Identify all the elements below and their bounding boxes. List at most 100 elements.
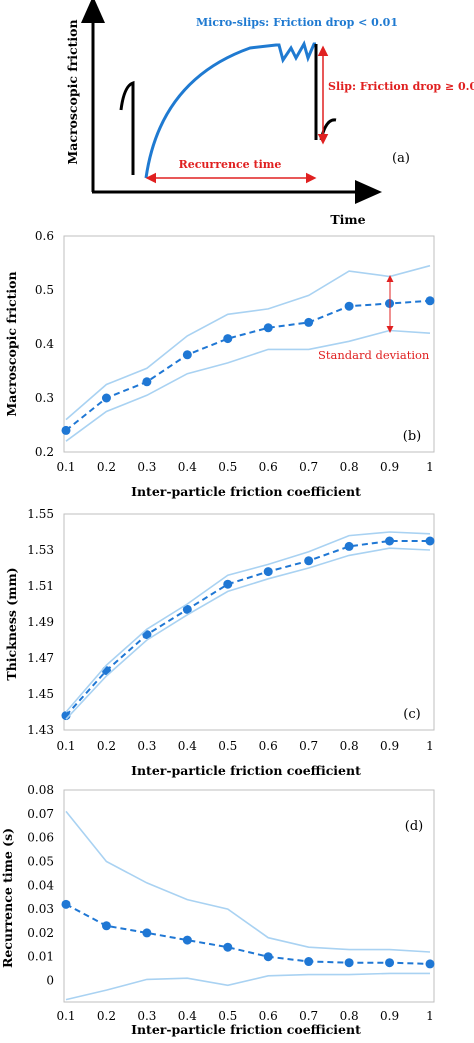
upper-std-line [65, 810, 431, 953]
panel-d-label: (d) [405, 819, 423, 834]
panel-c: 1.431.451.471.491.511.531.55 0.1 0.2 0.3 0.… [4, 507, 435, 778]
panel-b-yticks: 0.2 0.3 0.4 0.5 0.6 [35, 229, 54, 459]
panel-b: 0.20.30.40.50.6 0.1 0.2 0.3 0.4 0.5 0.6 0.7 0.8… [4, 229, 435, 499]
y-tick-label: 0.07 [27, 807, 54, 821]
mean-point [101, 921, 111, 931]
mean-line [65, 903, 431, 965]
mean-point [304, 317, 314, 327]
x-tick-label: 0.8 [340, 739, 359, 753]
panel-b-std-label: Standard deviation [318, 348, 430, 362]
mean-point [61, 899, 71, 909]
x-tick-label: 0.7 [299, 1009, 318, 1023]
x-tick-label: 1 [426, 460, 434, 474]
mean-point [142, 928, 152, 938]
panel-a: Macroscopic friction Time Micro-slips: F… [65, 0, 474, 227]
y-tick-label: 0.04 [27, 878, 54, 892]
x-tick-label: 0.7 [299, 739, 318, 753]
y-tick-label: 0 [46, 974, 54, 988]
panel-a-loading-curve [144, 40, 316, 179]
mean-point [182, 604, 192, 614]
x-tick-label: 0.6 [259, 460, 278, 474]
lower-std-line [65, 972, 430, 1001]
y-tick-label: 0.01 [27, 950, 54, 964]
panel-b-plot [61, 264, 435, 442]
mean-point [304, 556, 314, 566]
x-tick-label: 0.6 [259, 1009, 278, 1023]
panel-c-label: (c) [403, 707, 420, 722]
panel-d: 0 0.01 0.02 0.03 0.04 0.05 0.06 0.07 0.08 0.1 0.2… [0, 783, 435, 1037]
panel-a-label: (a) [392, 151, 410, 166]
lower-std-line [65, 547, 431, 720]
x-tick-label: 0.3 [137, 460, 156, 474]
mean-point [61, 425, 71, 435]
mean-point [344, 541, 354, 551]
x-tick-label: 0.3 [137, 739, 156, 753]
mean-point [223, 579, 233, 589]
x-tick-label: 0.2 [97, 739, 116, 753]
panel-d-frame [63, 789, 435, 1003]
y-tick-label: 0.5 [35, 283, 54, 297]
x-tick-label: 1 [426, 739, 434, 753]
panel-b-frame [63, 235, 435, 453]
mean-line [65, 299, 431, 432]
mean-point [142, 377, 152, 387]
y-tick-label: 1.55 [27, 507, 54, 521]
mean-point [182, 350, 192, 360]
mean-point [223, 334, 233, 344]
mean-point [344, 958, 354, 968]
y-tick-label: 0.02 [27, 926, 54, 940]
panel-c-xticks: 0.1 0.2 0.3 0.4 0.5 0.6 0.7 0.8 0.9 1 [56, 739, 433, 753]
x-tick-label: 0.9 [380, 739, 399, 753]
mean-point [263, 567, 273, 577]
panel-c-xlabel: Inter-particle friction coefficient [131, 763, 361, 778]
y-tick-label: 0.4 [35, 337, 54, 351]
panel-b-ylabel: Macroscopic friction [4, 271, 19, 416]
mean-point [425, 959, 435, 969]
mean-point [182, 935, 192, 945]
mean-point [425, 536, 435, 546]
panel-c-plot [61, 531, 435, 721]
x-tick-label: 0.1 [56, 739, 75, 753]
x-tick-label: 1 [426, 1009, 434, 1023]
panel-d-yticks: 0 0.01 0.02 0.03 0.04 0.05 0.06 0.07 0.08 [27, 783, 54, 988]
y-tick-label: 0.2 [35, 445, 54, 459]
panel-d-plot [61, 810, 435, 1001]
y-tick-label: 1.45 [27, 687, 54, 701]
y-tick-label: 1.51 [27, 579, 54, 593]
x-tick-label: 0.8 [340, 460, 359, 474]
mean-point [263, 952, 273, 962]
x-tick-label: 0.9 [380, 460, 399, 474]
panel-a-prev-cycle [119, 80, 135, 175]
x-tick-label: 0.5 [218, 460, 237, 474]
lower-std-line [65, 329, 431, 442]
panel-d-xticks: 0.1 0.2 0.3 0.4 0.5 0.6 0.7 0.8 0.9 1 [56, 1009, 433, 1023]
x-tick-label: 0.4 [178, 1009, 197, 1023]
y-tick-label: 1.49 [27, 615, 54, 629]
x-tick-label: 0.3 [137, 1009, 156, 1023]
mean-point [385, 536, 395, 546]
x-tick-label: 0.1 [56, 1009, 75, 1023]
mean-point [223, 942, 233, 952]
mean-point [344, 301, 354, 311]
panel-b-xlabel: Inter-particle friction coefficient [131, 484, 361, 499]
x-tick-label: 0.4 [178, 460, 197, 474]
panel-a-ylabel: Macroscopic friction [65, 19, 80, 164]
panel-d-xlabel: Inter-particle friction coefficient [131, 1022, 361, 1037]
x-tick-label: 0.6 [259, 739, 278, 753]
y-tick-label: 0.03 [27, 902, 54, 916]
y-tick-label: 1.53 [27, 543, 54, 557]
panel-a-slip-label: Slip: Friction drop ≥ 0.01 [328, 80, 474, 93]
x-tick-label: 0.9 [380, 1009, 399, 1023]
x-tick-label: 0.1 [56, 460, 75, 474]
panel-b-label: (b) [403, 429, 421, 444]
mean-point [101, 393, 111, 403]
mean-point [263, 323, 273, 333]
upper-std-line [65, 531, 431, 713]
y-tick-label: 0.06 [27, 831, 54, 845]
upper-std-line [65, 264, 431, 421]
x-tick-label: 0.2 [97, 1009, 116, 1023]
panel-a-recurrence-label: Recurrence time [179, 158, 282, 171]
x-tick-label: 0.5 [218, 1009, 237, 1023]
